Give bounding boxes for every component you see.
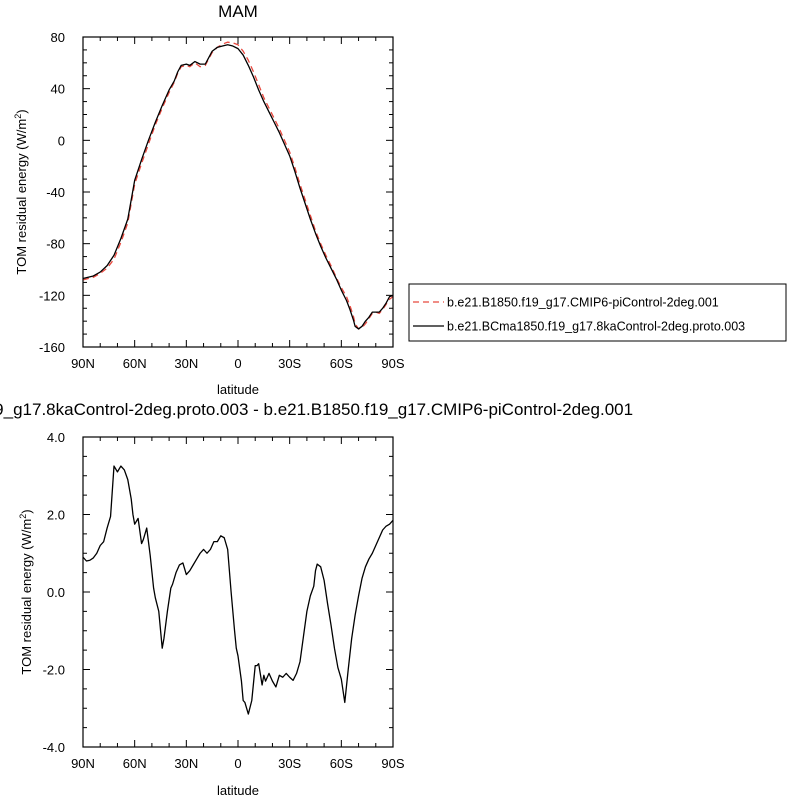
top-y-tick-label: -80 <box>46 237 65 252</box>
top-y-tick-label: -40 <box>46 185 65 200</box>
top-y-tick-label: -120 <box>39 288 65 303</box>
top-x-tick-label: 30N <box>174 356 198 371</box>
bottom-y-axis: 4.0 2.0 0.0 -2.0 -4.0 <box>43 430 393 755</box>
legend-label-series-1: b.e21.B1850.f19_g17.CMIP6-piControl-2deg… <box>447 296 719 310</box>
top-x-axis-label: latitude <box>217 382 259 397</box>
bottom-y-tick-label: 4.0 <box>47 430 65 445</box>
top-y-axis: 80 40 0 -40 -80 -120 -160 <box>39 30 393 355</box>
top-series-line-2 <box>82 44 394 330</box>
bottom-x-tick-label: 90N <box>71 756 95 771</box>
bottom-x-tick-label: 60S <box>330 756 353 771</box>
bottom-x-tick-label: 90S <box>381 756 404 771</box>
bottom-y-tick-label: 2.0 <box>47 508 65 523</box>
top-y-tick-label: 40 <box>51 82 65 97</box>
top-y-axis-label: TOM residual energy (W/m2) <box>13 109 29 274</box>
top-y-tick-label: 0 <box>58 133 65 148</box>
top-x-tick-label: 90S <box>381 356 404 371</box>
bottom-chart-title: b.e21.BCma1850.f19_g17.8kaControl-2deg.p… <box>0 400 633 419</box>
top-x-tick-label: 60S <box>330 356 353 371</box>
legend-box <box>408 283 787 342</box>
legend-label-series-2: b.e21.BCma1850.f19_g17.8kaControl-2deg.p… <box>447 320 745 334</box>
top-series-line-1 <box>82 41 394 330</box>
bottom-series-line-1 <box>82 465 394 715</box>
top-x-tick-label: 60N <box>123 356 147 371</box>
bottom-y-tick-label: -4.0 <box>43 740 65 755</box>
top-x-axis: 90N 60N 30N 0 30S 60S 90S <box>71 37 405 371</box>
top-x-tick-label: 0 <box>234 356 241 371</box>
bottom-x-axis-label: latitude <box>217 783 259 798</box>
bottom-x-tick-label: 0 <box>234 756 241 771</box>
top-x-tick-label: 90N <box>71 356 95 371</box>
top-chart-title: MAM <box>218 2 258 21</box>
bottom-x-tick-label: 30N <box>174 756 198 771</box>
bottom-x-axis: 90N 60N 30N 0 30S 60S 90S <box>71 437 405 771</box>
top-y-tick-label: -160 <box>39 340 65 355</box>
top-legend: b.e21.B1850.f19_g17.CMIP6-piControl-2deg… <box>408 283 787 342</box>
top-x-tick-label: 30S <box>278 356 301 371</box>
top-series-group <box>82 41 394 330</box>
top-y-tick-label: 80 <box>51 30 65 45</box>
bottom-x-tick-label: 60N <box>123 756 147 771</box>
bottom-y-tick-label: 0.0 <box>47 585 65 600</box>
top-panel: MAM 90N 60N 30N 0 30S 60S 90S 80 40 0 -40 -80 -120 -… <box>13 2 787 397</box>
bottom-panel: b.e21.BCma1850.f19_g17.8kaControl-2deg.p… <box>0 400 633 798</box>
bottom-series-group <box>82 465 394 715</box>
bottom-y-axis-label: TOM residual energy (W/m2) <box>18 509 34 674</box>
bottom-plot-frame <box>82 436 394 748</box>
bottom-y-tick-label: -2.0 <box>43 663 65 678</box>
bottom-x-tick-label: 30S <box>278 756 301 771</box>
